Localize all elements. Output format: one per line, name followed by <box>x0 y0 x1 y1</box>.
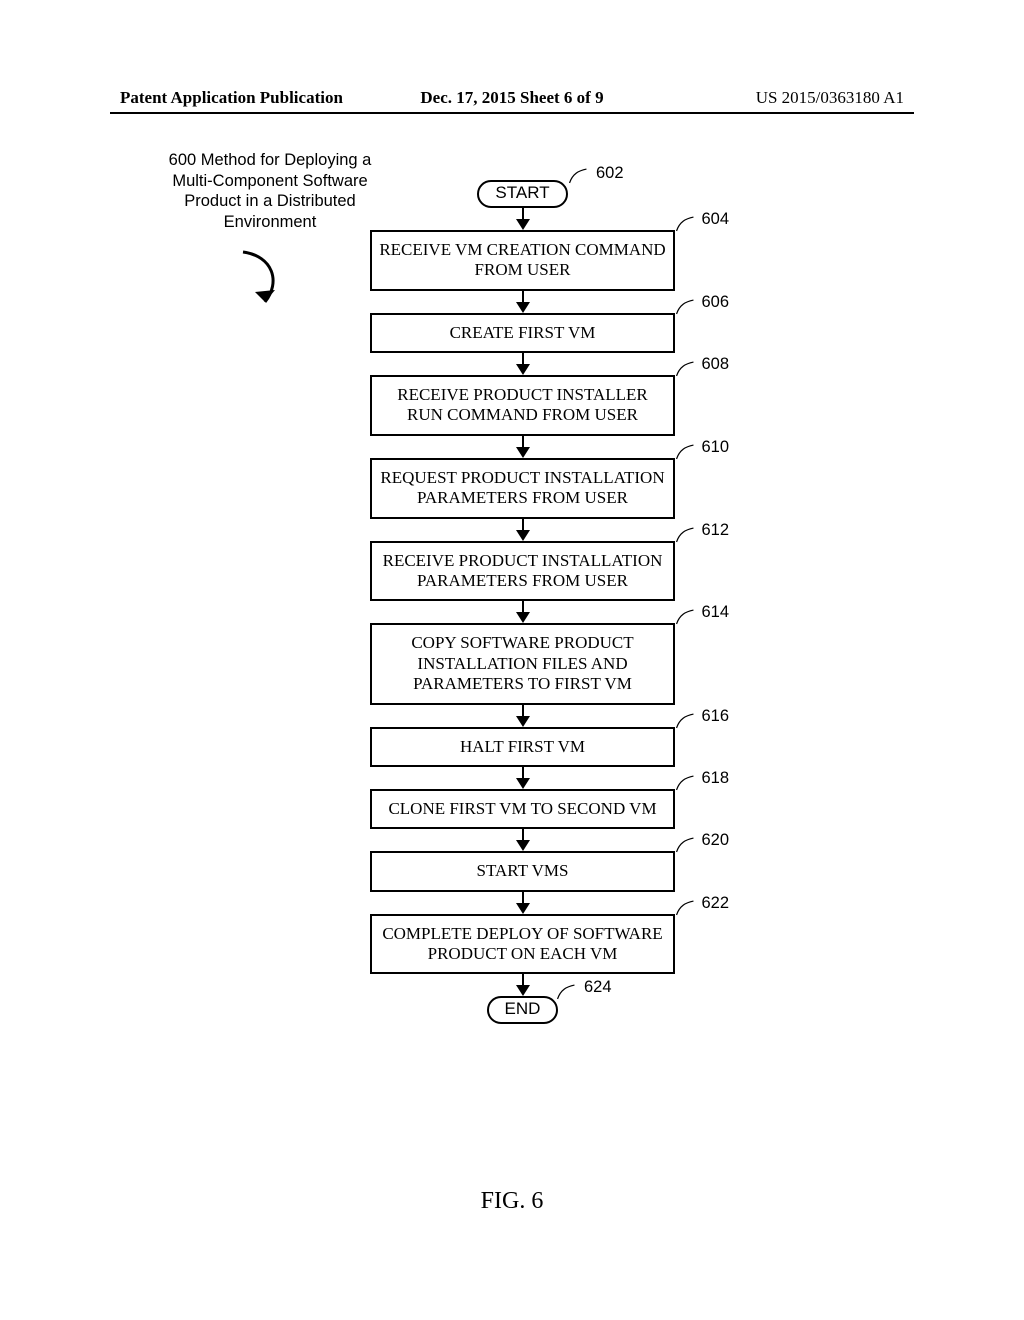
terminal-start: START <box>477 180 567 208</box>
flow-arrow-icon <box>370 353 675 375</box>
flow-arrow-icon <box>370 974 675 996</box>
flow-node-604-label: RECEIVE VM CREATION COMMAND FROM USER <box>379 240 665 279</box>
header-left: Patent Application Publication <box>120 88 343 108</box>
header-right: US 2015/0363180 A1 <box>756 88 904 108</box>
flow-arrow-icon <box>370 436 675 458</box>
ref-616: 616 <box>701 707 729 727</box>
flow-arrow-icon <box>370 601 675 623</box>
flow-node-618: CLONE FIRST VM TO SECOND VM 618 <box>370 789 675 829</box>
flow-node-622: COMPLETE DEPLOY OF SOFTWARE PRODUCT ON E… <box>370 914 675 975</box>
ref-hook-icon <box>675 214 695 234</box>
flow-node-614: COPY SOFTWARE PRODUCT INSTALLATION FILES… <box>370 623 675 704</box>
flow-node-620: START VMS 620 <box>370 851 675 891</box>
ref-608: 608 <box>701 355 729 375</box>
flowchart: START 602 RECEIVE VM CREATION COMMAND FR… <box>370 180 675 1024</box>
flow-node-606-label: CREATE FIRST VM <box>450 323 596 342</box>
flow-node-start: START 602 <box>370 180 675 208</box>
ref-hook-icon <box>675 525 695 545</box>
ref-624: 624 <box>584 978 612 997</box>
flow-node-620-label: START VMS <box>477 861 569 880</box>
flow-node-608-label: RECEIVE PRODUCT INSTALLER RUN COMMAND FR… <box>397 385 648 424</box>
ref-hook-icon <box>675 442 695 462</box>
method-title: 600 Method for Deploying a Multi-Compone… <box>155 150 385 233</box>
ref-606: 606 <box>701 293 729 313</box>
flow-node-622-label: COMPLETE DEPLOY OF SOFTWARE PRODUCT ON E… <box>382 924 662 963</box>
flow-node-610: REQUEST PRODUCT INSTALLATION PARAMETERS … <box>370 458 675 519</box>
flow-arrow-icon <box>370 705 675 727</box>
flow-node-612-label: RECEIVE PRODUCT INSTALLATION PARAMETERS … <box>383 551 663 590</box>
ref-hook-icon <box>675 359 695 379</box>
flow-node-610-label: REQUEST PRODUCT INSTALLATION PARAMETERS … <box>380 468 664 507</box>
flow-node-616: HALT FIRST VM 616 <box>370 727 675 767</box>
flow-node-618-label: CLONE FIRST VM TO SECOND VM <box>388 799 656 818</box>
ref-hook-icon <box>675 297 695 317</box>
header-rule <box>110 112 914 114</box>
ref-618: 618 <box>701 769 729 789</box>
ref-hook-icon <box>675 898 695 918</box>
ref-hook-icon <box>675 607 695 627</box>
figure-label: FIG. 6 <box>0 1188 1024 1215</box>
page-header: Patent Application Publication Dec. 17, … <box>120 88 904 108</box>
flow-node-614-label: COPY SOFTWARE PRODUCT INSTALLATION FILES… <box>411 633 633 693</box>
ref-hook-icon <box>568 166 588 186</box>
flow-node-end: END 624 <box>370 996 675 1024</box>
ref-hook-icon <box>675 835 695 855</box>
title-pointer-arrow-icon <box>225 248 295 318</box>
flow-node-604: RECEIVE VM CREATION COMMAND FROM USER 60… <box>370 230 675 291</box>
flow-node-606: CREATE FIRST VM 606 <box>370 313 675 353</box>
flow-node-608: RECEIVE PRODUCT INSTALLER RUN COMMAND FR… <box>370 375 675 436</box>
page: Patent Application Publication Dec. 17, … <box>0 0 1024 1320</box>
flow-arrow-icon <box>370 291 675 313</box>
terminal-end: END <box>487 996 559 1024</box>
flow-arrow-icon <box>370 208 675 230</box>
ref-hook-icon <box>556 982 576 1002</box>
flow-arrow-icon <box>370 767 675 789</box>
ref-622: 622 <box>701 894 729 914</box>
ref-614: 614 <box>701 603 729 623</box>
ref-hook-icon <box>675 773 695 793</box>
ref-612: 612 <box>701 521 729 541</box>
header-center: Dec. 17, 2015 Sheet 6 of 9 <box>420 88 603 108</box>
flow-arrow-icon <box>370 829 675 851</box>
ref-hook-icon <box>675 711 695 731</box>
flow-node-616-label: HALT FIRST VM <box>460 737 585 756</box>
ref-610: 610 <box>701 438 729 458</box>
flow-arrow-icon <box>370 892 675 914</box>
ref-602: 602 <box>596 164 624 183</box>
ref-620: 620 <box>701 831 729 851</box>
flow-node-612: RECEIVE PRODUCT INSTALLATION PARAMETERS … <box>370 541 675 602</box>
flow-arrow-icon <box>370 519 675 541</box>
ref-604: 604 <box>701 210 729 230</box>
